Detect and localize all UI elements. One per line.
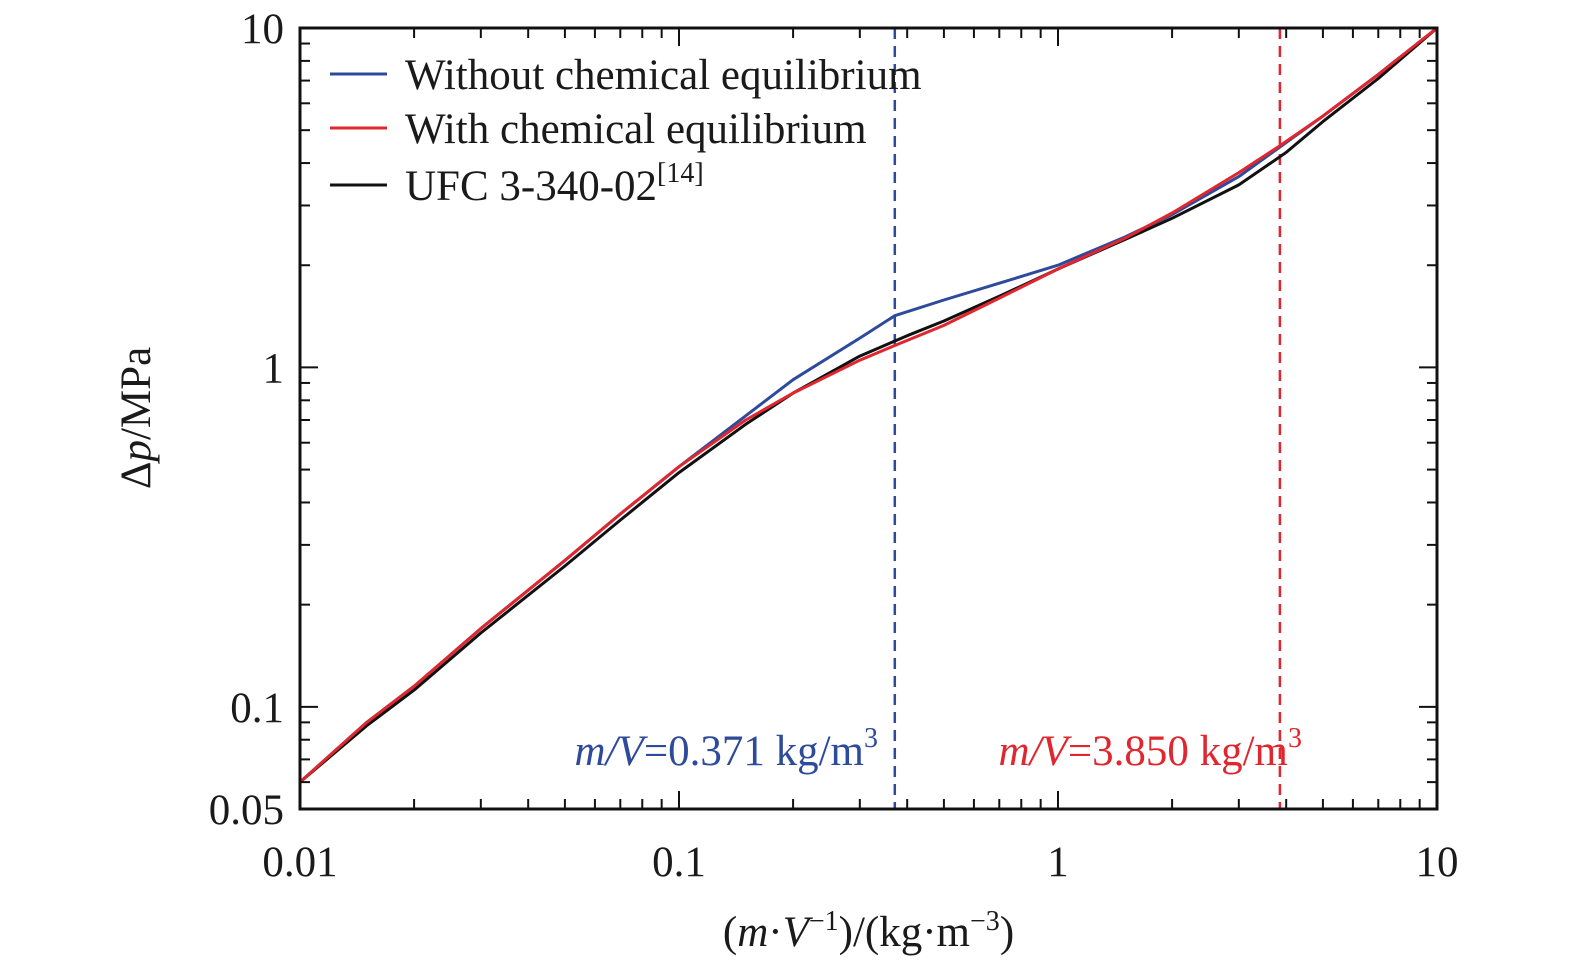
legend-label-ufc: UFC 3-340-02[14] xyxy=(405,158,704,210)
legend-label-without-equilibrium: Without chemical equilibrium xyxy=(405,52,922,99)
x-tick-label: 10 xyxy=(1416,839,1459,886)
x-tick-label: 0.1 xyxy=(652,839,706,886)
annotation-blue-value: 0.371 kg/m xyxy=(668,728,864,775)
x-tick-label: 0.01 xyxy=(262,839,337,886)
x-axis-title-dot: · xyxy=(768,909,782,956)
y-tick-label: 0.1 xyxy=(230,685,284,732)
y-tick-label: 10 xyxy=(241,6,284,53)
x-axis-title-exp2: −3 xyxy=(970,906,1000,937)
annotation-red-var: m/V xyxy=(999,728,1073,775)
y-axis-title-unit: /MPa xyxy=(113,347,160,440)
annotation-red-value: 3.850 kg/m xyxy=(1092,728,1288,775)
annotation-blue: m/V=0.371 kg/m3 xyxy=(575,723,878,775)
x-axis-title-exp1: −1 xyxy=(809,906,839,937)
x-axis-title-close: ) xyxy=(1000,909,1014,956)
y-tick-label: 0.05 xyxy=(209,787,284,834)
x-axis-title-m: m xyxy=(737,909,768,956)
y-tick-label: 1 xyxy=(263,345,285,392)
legend-label-ufc-name: UFC 3-340-02 xyxy=(405,163,657,210)
annotation-blue-eq: = xyxy=(644,728,668,775)
reference-lines xyxy=(893,28,1282,809)
series-lines xyxy=(298,26,1438,784)
annotation-blue-var: m/V xyxy=(575,728,649,775)
x-axis-title-unit: )/(kg·m xyxy=(839,909,970,956)
annotation-blue-sup: 3 xyxy=(864,723,878,754)
series-line-1 xyxy=(298,26,1438,784)
legend-label-ufc-ref: [14] xyxy=(657,158,704,189)
x-axis-title: (m·V−1)/(kg·m−3) xyxy=(723,906,1014,956)
annotation-red-eq: = xyxy=(1068,728,1092,775)
y-axis-title-delta: Δ xyxy=(113,462,160,490)
plot-frame xyxy=(298,26,1439,811)
x-axis-title-v: V xyxy=(783,909,814,956)
annotation-red-sup: 3 xyxy=(1288,723,1302,754)
series-line-2 xyxy=(299,26,1438,784)
y-axis-title: Δp/MPa xyxy=(113,347,160,489)
y-axis-title-p: p xyxy=(113,440,160,465)
annotation-red: m/V=3.850 kg/m3 xyxy=(999,723,1302,775)
x-axis-title-open: ( xyxy=(723,909,737,956)
x-tick-label: 1 xyxy=(1047,839,1069,886)
legend-label-with-equilibrium: With chemical equilibrium xyxy=(405,106,867,153)
legend: Without chemical equilibrium With chemic… xyxy=(330,52,922,210)
